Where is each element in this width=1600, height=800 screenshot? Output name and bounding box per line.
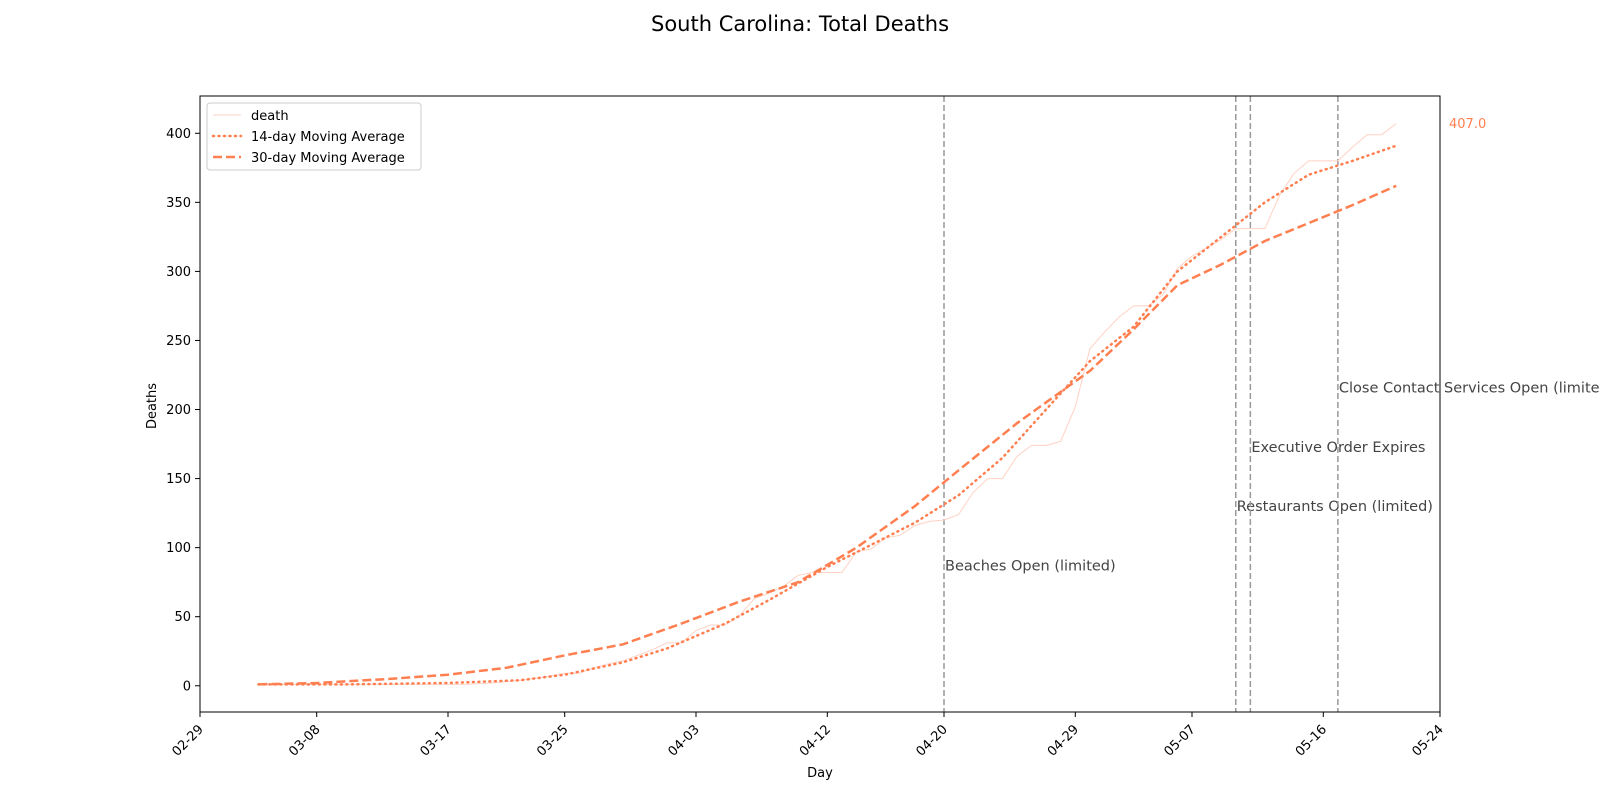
y-tick-label: 200 <box>166 403 191 418</box>
plot-frame <box>199 95 1441 713</box>
x-tick-label: 03-17 <box>418 722 455 759</box>
y-tick-label: 300 <box>166 265 191 280</box>
x-tick-label: 05-07 <box>1162 722 1199 759</box>
x-tick-label: 05-24 <box>1410 722 1447 759</box>
event-label: Beaches Open (limited) <box>945 559 1116 575</box>
y-tick-label: 400 <box>166 127 191 142</box>
event-label: Restaurants Open (limited) <box>1237 499 1433 515</box>
legend-entry: 14-day Moving Average <box>251 130 405 145</box>
x-axis: 02-29 03-08 03-17 03-25 04-03 04-12 04-20 04-29… <box>170 712 1447 760</box>
series-line-death <box>258 123 1397 685</box>
x-tick-label: 04-03 <box>666 722 703 759</box>
legend-entry: 30-day Moving Average <box>251 151 405 166</box>
y-tick-label: 150 <box>166 472 191 487</box>
x-tick-label: 03-25 <box>534 722 571 759</box>
legend-box <box>206 102 422 171</box>
legend-entry: death <box>251 109 289 124</box>
series-line-14-day-moving-average <box>257 144 1398 686</box>
series-line-30-day-moving-average <box>258 184 1397 686</box>
y-tick-label: 250 <box>166 334 191 349</box>
x-tick-label: 03-08 <box>286 722 323 759</box>
y-tick-label: 50 <box>174 610 191 625</box>
x-tick-label: 04-29 <box>1045 722 1082 759</box>
y-axis-label: Deaths <box>145 383 160 429</box>
x-tick-label: 04-12 <box>797 722 834 759</box>
x-tick-label: 05-16 <box>1293 722 1330 759</box>
series-lines <box>257 123 1398 686</box>
x-tick-label: 02-29 <box>170 722 207 759</box>
y-axis: 0 50 100 150 200 250 300 350 400 <box>166 127 200 694</box>
end-value-label: 407.0 <box>1449 117 1486 132</box>
y-tick-label: 350 <box>166 196 191 211</box>
y-tick-label: 100 <box>166 541 191 556</box>
chart-title: South Carolina: Total Deaths <box>651 12 949 36</box>
x-tick-label: 04-20 <box>914 722 951 759</box>
event-markers: Beaches Open (limited) Restaurants Open (… <box>943 96 1600 712</box>
event-label: Close Contact Services Open (limited) <box>1339 380 1600 396</box>
y-tick-label: 0 <box>183 679 191 694</box>
legend: death 14-day Moving Average 30-day Moving … <box>206 102 422 171</box>
x-axis-label: Day <box>807 766 833 781</box>
